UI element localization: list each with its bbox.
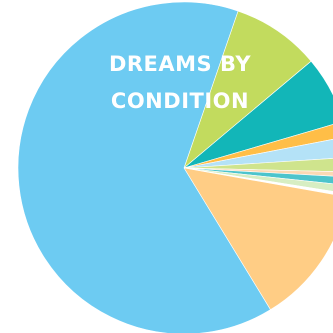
pie-slice-6 xyxy=(183,167,333,177)
pie-slice-5 xyxy=(183,158,333,172)
pie-slices xyxy=(17,1,333,333)
chart-title: DREAMS BY CONDITION xyxy=(108,52,252,113)
pie-slice-3 xyxy=(183,124,333,169)
pie-slice-10 xyxy=(183,167,333,311)
pie-slice-1 xyxy=(183,10,312,169)
pie-slice-4 xyxy=(183,139,333,169)
pie-slice-2 xyxy=(183,60,333,169)
pie-slice-11 xyxy=(17,1,271,333)
